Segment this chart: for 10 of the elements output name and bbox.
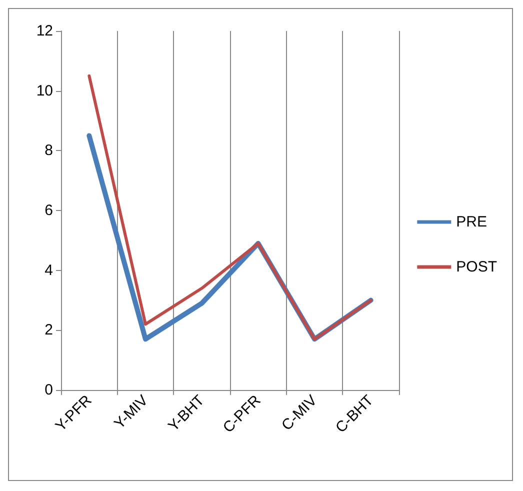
legend-label: PRE (456, 214, 488, 230)
line-series (88, 74, 372, 341)
y-tick-label: 2 (44, 322, 53, 339)
y-tick-label: 8 (44, 142, 53, 160)
legend-label: POST (456, 258, 498, 276)
y-tick-label: 4 (44, 262, 53, 279)
y-tick-label: 10 (36, 82, 53, 100)
y-tick-label: 0 (44, 382, 53, 398)
y-tick-label: 12 (36, 22, 53, 40)
y-tick-label: 6 (44, 202, 53, 219)
